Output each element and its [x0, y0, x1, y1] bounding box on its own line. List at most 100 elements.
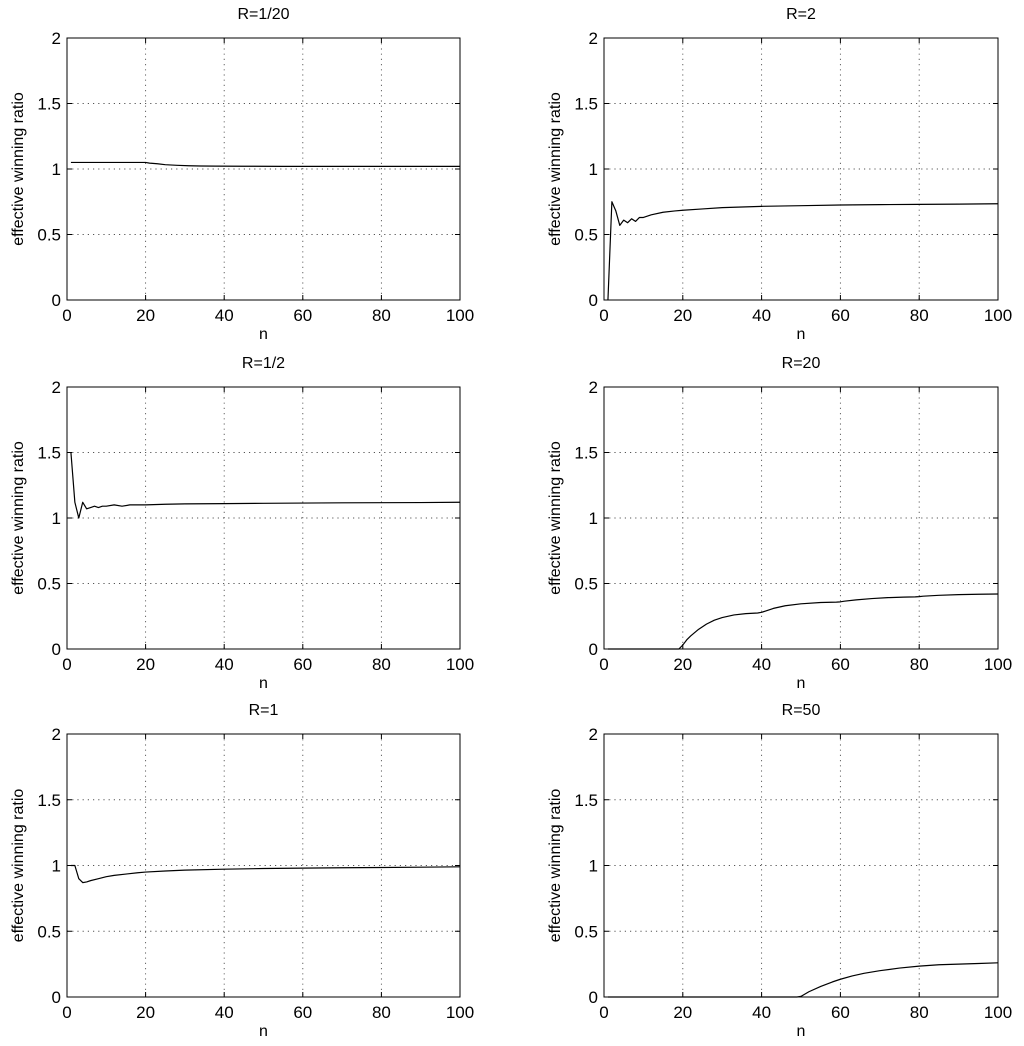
x-tick-label: 80 — [372, 1003, 391, 1022]
x-tick-label: 60 — [293, 655, 312, 674]
x-axis-label: n — [797, 675, 806, 692]
y-tick-label: 0.5 — [37, 922, 61, 941]
x-tick-label: 60 — [831, 1003, 850, 1022]
x-tick-label: 60 — [831, 655, 850, 674]
y-tick-label: 0.5 — [37, 575, 61, 594]
y-tick-label: 0 — [52, 291, 61, 310]
series-line — [607, 962, 999, 998]
y-axis-label: effective winning ratio — [10, 441, 27, 595]
x-tick-label: 20 — [136, 1003, 155, 1022]
y-tick-label: 2 — [589, 29, 598, 48]
y-tick-label: 1 — [52, 160, 61, 179]
subplot-title: R=1 — [249, 702, 279, 719]
series-line — [70, 452, 461, 519]
y-tick-label: 0 — [589, 988, 598, 1007]
x-tick-label: 0 — [599, 1003, 608, 1022]
x-tick-label: 20 — [136, 655, 155, 674]
y-tick-label: 1 — [589, 509, 598, 528]
y-tick-label: 0.5 — [574, 922, 598, 941]
subplot-title: R=1/20 — [237, 6, 289, 23]
series-line — [607, 201, 999, 301]
y-tick-label: 2 — [52, 29, 61, 48]
y-tick-label: 2 — [52, 725, 61, 744]
subplot-title: R=50 — [782, 702, 821, 719]
y-axis-label: effective winning ratio — [547, 441, 564, 595]
x-tick-label: 100 — [446, 655, 474, 674]
x-tick-label: 0 — [599, 655, 608, 674]
x-tick-label: 80 — [910, 306, 929, 325]
y-tick-label: 1 — [589, 160, 598, 179]
y-axis-label: effective winning ratio — [10, 789, 27, 943]
series-line — [70, 864, 461, 884]
plot-frame — [66, 37, 461, 301]
x-tick-label: 60 — [831, 306, 850, 325]
subplot-6: 0 20 40 60 80 100 0 0.5 1 1.5 2 R=50 n effective winn… — [547, 702, 1012, 1040]
plot-frame — [66, 386, 461, 650]
plot-frame — [603, 37, 999, 301]
x-axis-label: n — [259, 675, 268, 692]
x-tick-label: 100 — [984, 306, 1012, 325]
plot-frame — [603, 733, 999, 998]
x-tick-label: 80 — [910, 1003, 929, 1022]
subplot-title: R=20 — [782, 355, 821, 372]
y-tick-label: 0 — [52, 640, 61, 659]
x-tick-label: 100 — [984, 1003, 1012, 1022]
y-tick-label: 2 — [589, 378, 598, 397]
series-line — [70, 161, 460, 167]
x-tick-label: 40 — [752, 655, 771, 674]
series-line — [607, 593, 999, 650]
x-axis-label: n — [259, 326, 268, 343]
x-tick-label: 0 — [62, 1003, 71, 1022]
y-tick-label: 1 — [52, 857, 61, 876]
y-tick-label: 0 — [589, 291, 598, 310]
x-tick-label: 80 — [372, 306, 391, 325]
y-tick-label: 0.5 — [37, 226, 61, 245]
y-tick-label: 2 — [589, 725, 598, 744]
subplot-2: 0 20 40 60 80 100 0 0.5 1 1.5 2 R=2 n effective winni… — [547, 6, 1012, 343]
x-tick-label: 80 — [372, 655, 391, 674]
y-tick-label: 1.5 — [37, 444, 61, 463]
x-tick-label: 60 — [293, 306, 312, 325]
x-tick-label: 100 — [446, 306, 474, 325]
subplot-title: R=1/2 — [242, 355, 285, 372]
subplot-4: 0 20 40 60 80 100 0 0.5 1 1.5 2 R=20 n effective winn… — [547, 355, 1012, 692]
x-axis-label: n — [797, 1023, 806, 1040]
x-tick-label: 0 — [62, 306, 71, 325]
x-tick-label: 40 — [752, 1003, 771, 1022]
x-tick-label: 20 — [136, 306, 155, 325]
x-axis-label: n — [259, 1023, 268, 1040]
x-tick-label: 20 — [673, 306, 692, 325]
subplot-title: R=2 — [786, 6, 816, 23]
y-axis-label: effective winning ratio — [547, 92, 564, 246]
plot-frame — [603, 386, 999, 650]
y-tick-label: 1.5 — [37, 791, 61, 810]
y-tick-label: 0.5 — [574, 226, 598, 245]
y-tick-label: 1.5 — [574, 791, 598, 810]
x-tick-label: 80 — [910, 655, 929, 674]
x-tick-label: 20 — [673, 655, 692, 674]
x-tick-label: 20 — [673, 1003, 692, 1022]
y-tick-label: 1 — [589, 857, 598, 876]
x-tick-label: 40 — [215, 655, 234, 674]
subplot-3: 0 20 40 60 80 100 0 0.5 1 1.5 2 R=1/2 n effective win… — [10, 355, 474, 692]
x-tick-label: 40 — [215, 306, 234, 325]
x-tick-label: 0 — [599, 306, 608, 325]
y-tick-label: 1.5 — [37, 95, 61, 114]
y-tick-label: 1.5 — [574, 444, 598, 463]
y-tick-label: 2 — [52, 378, 61, 397]
y-tick-label: 0 — [589, 640, 598, 659]
y-tick-label: 0 — [52, 988, 61, 1007]
y-axis-label: effective winning ratio — [10, 92, 27, 246]
subplot-5: 0 20 40 60 80 100 0 0.5 1 1.5 2 R=1 n effective winni… — [10, 702, 474, 1040]
x-tick-label: 40 — [752, 306, 771, 325]
y-tick-label: 1 — [52, 509, 61, 528]
y-axis-label: effective winning ratio — [547, 789, 564, 943]
plot-frame — [66, 733, 461, 998]
x-tick-label: 100 — [984, 655, 1012, 674]
subplot-1: 0 20 40 60 80 100 0 0.5 1 1.5 2 R=1/20 n effective wi… — [10, 6, 474, 343]
x-tick-label: 0 — [62, 655, 71, 674]
y-tick-label: 0.5 — [574, 575, 598, 594]
x-tick-label: 60 — [293, 1003, 312, 1022]
x-tick-label: 40 — [215, 1003, 234, 1022]
